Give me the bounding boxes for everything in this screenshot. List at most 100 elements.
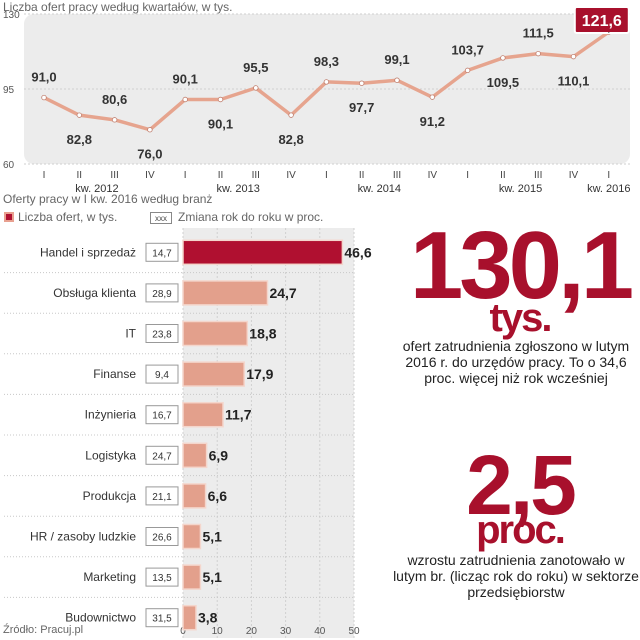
- category-label: Inżynieria: [85, 408, 137, 422]
- year-tick-label: kw. 2014: [358, 183, 401, 195]
- quarter-tick-label: III: [534, 170, 542, 181]
- value-label: 11,7: [225, 407, 252, 423]
- data-point: [182, 96, 188, 103]
- data-point: [535, 50, 541, 57]
- data-point: [288, 112, 294, 118]
- category-label: Budownictwo: [65, 611, 136, 625]
- category-label: Marketing: [83, 570, 136, 584]
- employment-description: wzrostu zatrudnienia zanotowało w lutym …: [393, 552, 639, 600]
- y-tick-label: 60: [3, 160, 15, 171]
- data-point: [147, 127, 153, 133]
- y-tick-label: 95: [3, 85, 15, 96]
- data-label: 80,6: [102, 92, 127, 107]
- quarter-tick-label: III: [252, 170, 260, 181]
- value-label: 17,9: [246, 366, 273, 382]
- bar: [182, 523, 202, 550]
- yoy-box: [145, 364, 179, 384]
- data-label-highlight: 121,6: [582, 13, 622, 30]
- data-label: 98,3: [314, 54, 339, 69]
- category-label: Obsługa klienta: [53, 286, 136, 300]
- bar: [182, 361, 245, 387]
- quarter-tick-label: I: [607, 170, 610, 181]
- big-number-employment: 2,5: [466, 438, 577, 532]
- data-point: [41, 94, 47, 101]
- yoy-label: 21,1: [152, 492, 172, 503]
- x-tick-label: 50: [348, 626, 360, 637]
- source-note: Źródło: Pracuj.pl: [3, 624, 84, 636]
- data-point: [323, 79, 330, 85]
- yoy-box: [145, 486, 179, 506]
- data-label: 99,1: [384, 52, 409, 67]
- bar: [182, 239, 344, 266]
- data-label: 103,7: [451, 42, 484, 57]
- legend-yoy-label: Zmiana rok do roku w proc.: [178, 210, 324, 224]
- quarter-tick-label: II: [500, 170, 506, 181]
- yoy-box: [145, 324, 179, 343]
- value-label: 3,8: [198, 610, 218, 626]
- value-label: 24,7: [269, 285, 296, 301]
- data-point: [500, 55, 506, 61]
- data-point: [570, 53, 577, 60]
- quarter-tick-label: II: [218, 170, 224, 181]
- data-point: [253, 85, 259, 91]
- quarter-tick-label: II: [77, 170, 83, 181]
- legend-yoy-sample-box: xxx: [150, 212, 172, 224]
- industry-offers-bar-chart: 0 10 20 30 40 50 Handel i sprzedaż 14,7 46,6 Obsł…: [4, 228, 372, 638]
- bar-chart-title: Oferty pracy w I kw. 2016 według branż: [3, 192, 213, 206]
- data-label: 110,1: [558, 74, 590, 89]
- quarter-tick-label: IV: [428, 170, 438, 181]
- x-tick-label: 30: [280, 626, 292, 637]
- plot-background: [24, 14, 630, 164]
- big-number-offers: 130,1: [409, 212, 634, 319]
- bar: [182, 483, 207, 509]
- quarter-tick-label: I: [325, 170, 328, 181]
- x-tick-label: 10: [212, 626, 224, 637]
- category-label: Logistyka: [85, 448, 136, 462]
- yoy-box: [145, 445, 179, 465]
- quarter-tick-label: I: [466, 170, 469, 181]
- data-point: [359, 80, 365, 86]
- data-label: 91,2: [420, 114, 445, 129]
- yoy-box: [145, 242, 179, 262]
- quarter-tick-label: III: [393, 170, 401, 181]
- category-label: IT: [125, 327, 136, 341]
- yoy-box: [145, 283, 179, 303]
- yoy-label: 28,9: [152, 289, 172, 300]
- bar: [182, 604, 197, 631]
- year-tick-label: kw. 2016: [587, 183, 630, 195]
- yoy-box: [145, 405, 179, 425]
- quarter-tick-label: III: [110, 170, 118, 181]
- yoy-label: 31,5: [152, 614, 172, 625]
- highlight-label-box: [573, 6, 630, 34]
- data-label: 90,1: [173, 72, 198, 87]
- data-point: [111, 117, 118, 123]
- data-label: 97,7: [349, 100, 374, 115]
- yoy-label: 23,8: [152, 330, 172, 341]
- data-point: [76, 112, 82, 118]
- data-label: 90,1: [208, 117, 233, 132]
- value-label: 18,8: [249, 326, 276, 342]
- x-tick-label: 0: [180, 626, 186, 637]
- data-point: [429, 94, 435, 100]
- category-label: Produkcja: [83, 489, 137, 503]
- data-label: 76,0: [137, 147, 162, 162]
- year-tick-label: kw. 2012: [75, 183, 118, 195]
- data-label: 82,8: [278, 132, 303, 147]
- quarter-tick-label: II: [359, 170, 365, 181]
- quarter-tick-label: IV: [569, 170, 579, 181]
- yoy-label: 16,7: [152, 411, 172, 422]
- data-point: [394, 77, 400, 83]
- category-label: Handel i sprzedaż: [40, 245, 136, 259]
- yoy-label: 14,7: [152, 248, 172, 259]
- data-label: 111,5: [523, 26, 554, 41]
- legend-offers-label: Liczba ofert, w tys.: [18, 210, 118, 224]
- x-tick-label: 20: [246, 626, 258, 637]
- data-point: [217, 96, 224, 103]
- data-label: 82,8: [67, 132, 92, 147]
- value-label: 6,6: [208, 488, 228, 504]
- data-label: 95,5: [243, 60, 268, 75]
- bar: [182, 442, 208, 469]
- yoy-label: 26,6: [152, 533, 172, 544]
- category-label: HR / zasoby ludzkie: [30, 530, 136, 544]
- quarter-tick-label: I: [184, 170, 187, 181]
